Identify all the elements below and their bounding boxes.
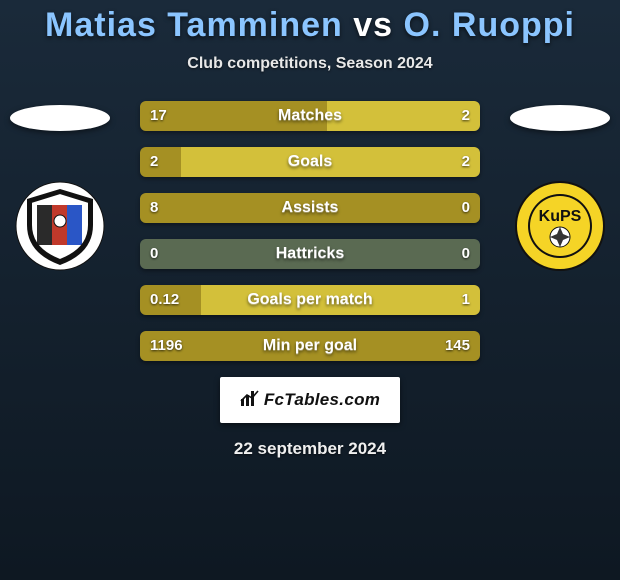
shield-icon xyxy=(15,181,105,271)
stat-value-left: 0 xyxy=(140,239,168,269)
stat-label: Goals xyxy=(140,147,480,177)
subtitle: Club competitions, Season 2024 xyxy=(0,55,620,73)
stat-row: Hattricks0 0 xyxy=(140,239,480,269)
stat-row: Assists8 0 xyxy=(140,193,480,223)
stat-value-left: 8 xyxy=(140,193,168,223)
title-vs: vs xyxy=(353,6,393,44)
team-right-badge: KuPS xyxy=(515,181,605,271)
title-player2: O. Ruoppi xyxy=(404,6,575,44)
stat-value-right: 0 xyxy=(452,193,480,223)
stat-value-left: 17 xyxy=(140,101,177,131)
comparison-infographic: Matias Tamminen vs O. Ruoppi Club compet… xyxy=(0,0,620,580)
stat-label: Assists xyxy=(140,193,480,223)
stat-row: Min per goal1196145 xyxy=(140,331,480,361)
stat-value-right: 1 xyxy=(452,285,480,315)
stat-value-left: 0.12 xyxy=(140,285,189,315)
stat-value-right: 2 xyxy=(452,101,480,131)
chart-icon xyxy=(240,389,260,412)
team-left-column xyxy=(10,101,110,271)
team-right-column: KuPS xyxy=(510,101,610,271)
stats-bars: Matches172Goals22Assists80Hattricks00Goa… xyxy=(140,101,480,361)
team-left-pedestal xyxy=(10,105,110,131)
svg-text:KuPS: KuPS xyxy=(539,208,582,225)
stat-row: Goals2 2 xyxy=(140,147,480,177)
content-area: KuPS Matches172Goals22Assists80Hattricks… xyxy=(0,101,620,459)
team-left-badge xyxy=(15,181,105,271)
brand-text: FcTables.com xyxy=(264,390,380,410)
stat-value-right: 145 xyxy=(435,331,480,361)
stat-value-left: 1196 xyxy=(140,331,193,361)
brand-box: FcTables.com xyxy=(220,377,400,423)
stat-value-right: 0 xyxy=(452,239,480,269)
page-title: Matias Tamminen vs O. Ruoppi xyxy=(0,6,620,45)
club-badge-icon: KuPS xyxy=(515,181,605,271)
stat-label: Matches xyxy=(140,101,480,131)
stat-row: Matches17 2 xyxy=(140,101,480,131)
stat-value-left: 2 xyxy=(140,147,168,177)
stat-value-right: 2 xyxy=(452,147,480,177)
stat-label: Hattricks xyxy=(140,239,480,269)
title-row: Matias Tamminen vs O. Ruoppi xyxy=(0,0,620,45)
title-player1: Matias Tamminen xyxy=(45,6,343,44)
stat-row: Goals per match0.12 1 xyxy=(140,285,480,315)
footer-date: 22 september 2024 xyxy=(0,439,620,459)
team-right-pedestal xyxy=(510,105,610,131)
stat-label: Goals per match xyxy=(140,285,480,315)
